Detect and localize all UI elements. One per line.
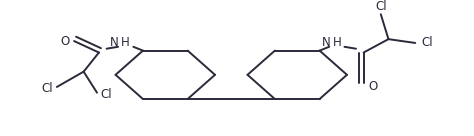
Text: Cl: Cl — [42, 82, 53, 95]
Text: Cl: Cl — [421, 36, 432, 50]
Text: O: O — [368, 81, 378, 93]
Text: Cl: Cl — [101, 88, 112, 101]
Text: N: N — [321, 36, 330, 50]
Text: O: O — [60, 35, 69, 48]
Text: N: N — [110, 36, 119, 50]
Text: H: H — [332, 36, 341, 50]
Text: H: H — [121, 36, 130, 50]
Text: Cl: Cl — [375, 0, 387, 13]
